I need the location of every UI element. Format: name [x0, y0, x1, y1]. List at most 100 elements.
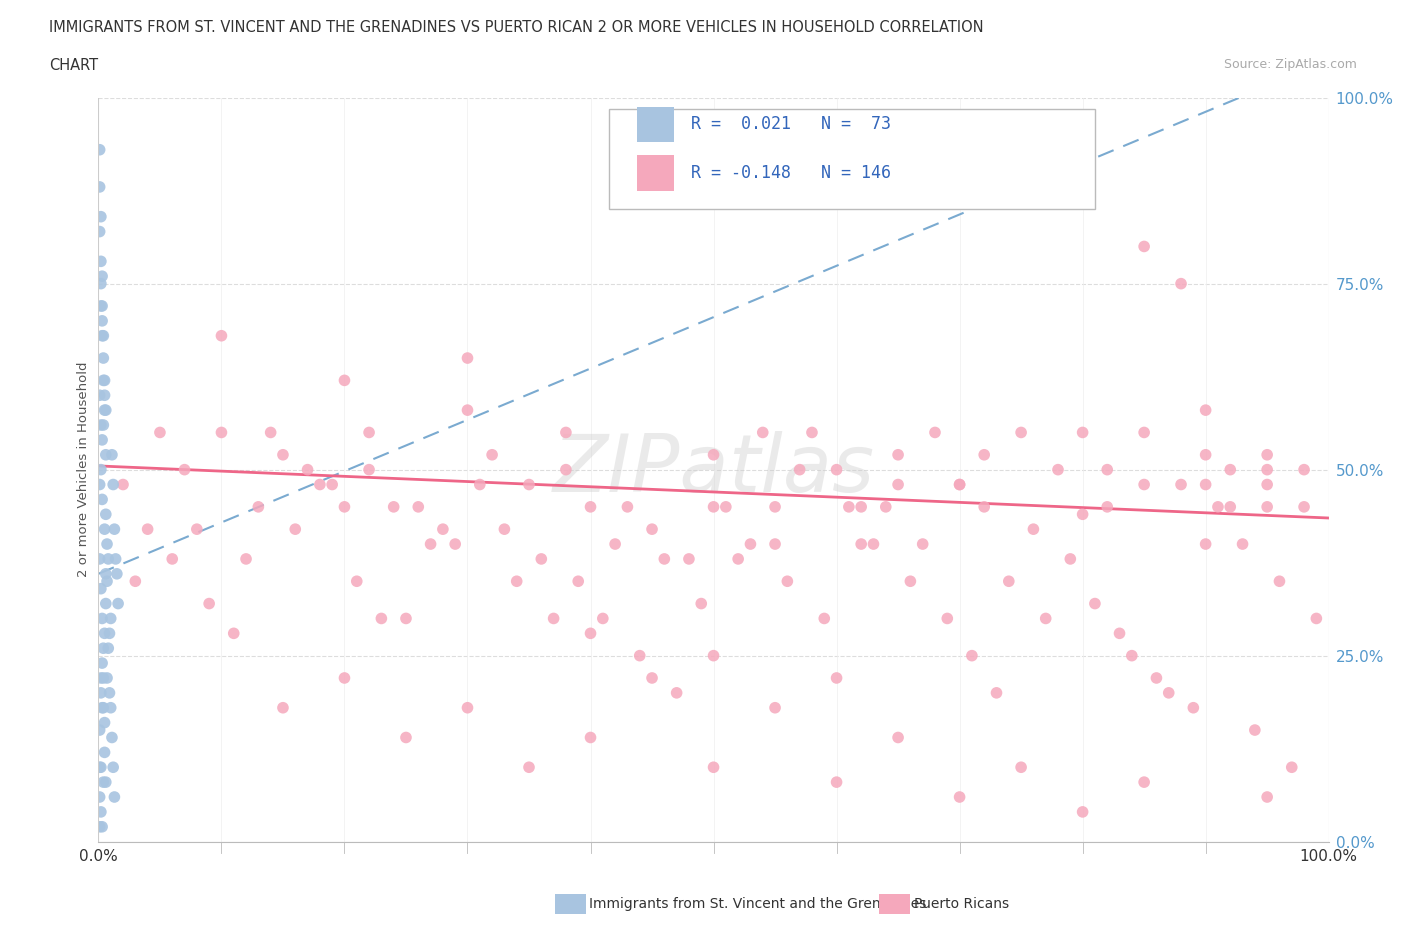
Point: [211, 328, 233, 343]
Point: [1071, 425, 1094, 440]
Point: [112, 477, 135, 492]
Point: [93, 418, 115, 432]
Point: [1097, 499, 1119, 514]
Point: [703, 760, 725, 775]
Point: [973, 499, 995, 514]
FancyBboxPatch shape: [609, 109, 1095, 209]
Point: [89, 723, 111, 737]
Point: [801, 425, 824, 440]
Point: [727, 551, 749, 566]
Point: [89, 224, 111, 239]
Point: [1071, 804, 1094, 819]
Point: [309, 477, 332, 492]
Point: [1035, 611, 1057, 626]
Point: [93, 745, 115, 760]
Point: [1256, 447, 1278, 462]
Point: [1182, 700, 1205, 715]
Point: [517, 760, 540, 775]
Point: [763, 700, 786, 715]
Point: [186, 522, 208, 537]
Point: [554, 462, 576, 477]
Point: [1305, 611, 1327, 626]
Point: [703, 499, 725, 514]
Point: [825, 462, 848, 477]
Point: [100, 611, 122, 626]
Point: [333, 671, 356, 685]
Point: [530, 551, 553, 566]
Point: [93, 641, 115, 656]
Text: Immigrants from St. Vincent and the Grenadines: Immigrants from St. Vincent and the Gren…: [589, 897, 927, 911]
Point: [543, 611, 565, 626]
Point: [1108, 626, 1130, 641]
Point: [100, 700, 122, 715]
Point: [91, 328, 114, 343]
Point: [949, 790, 972, 804]
Point: [91, 611, 114, 626]
Point: [162, 551, 183, 566]
Point: [849, 537, 872, 551]
Point: [481, 447, 503, 462]
Point: [1256, 790, 1278, 804]
Point: [1195, 447, 1218, 462]
Point: [1244, 723, 1267, 737]
Point: [93, 373, 115, 388]
Point: [714, 499, 737, 514]
Text: IMMIGRANTS FROM ST. VINCENT AND THE GRENADINES VS PUERTO RICAN 2 OR MORE VEHICLE: IMMIGRANTS FROM ST. VINCENT AND THE GREN…: [49, 20, 984, 35]
Text: Puerto Ricans: Puerto Ricans: [914, 897, 1010, 911]
Point: [579, 499, 602, 514]
Point: [94, 566, 117, 581]
Point: [382, 499, 405, 514]
Point: [1170, 276, 1192, 291]
Point: [90, 276, 112, 291]
Point: [1294, 462, 1316, 477]
Point: [89, 790, 111, 804]
Text: CHART: CHART: [49, 58, 98, 73]
Point: [1268, 574, 1291, 589]
Point: [96, 671, 118, 685]
Point: [101, 730, 124, 745]
Point: [89, 142, 111, 157]
Point: [1010, 760, 1032, 775]
Point: [900, 574, 922, 589]
Point: [1071, 507, 1094, 522]
Point: [247, 499, 270, 514]
Point: [103, 760, 125, 775]
Point: [592, 611, 614, 626]
Bar: [637, 107, 675, 142]
Point: [94, 775, 117, 790]
Point: [960, 648, 983, 663]
Point: [107, 596, 129, 611]
Point: [173, 462, 195, 477]
Point: [346, 574, 368, 589]
Point: [321, 477, 343, 492]
Point: [887, 477, 910, 492]
Point: [93, 522, 115, 537]
Point: [652, 551, 676, 566]
Point: [838, 499, 860, 514]
Point: [862, 537, 884, 551]
Point: [1144, 671, 1167, 685]
Point: [763, 499, 786, 514]
Point: [1133, 477, 1156, 492]
Point: [93, 715, 115, 730]
Point: [949, 477, 972, 492]
Point: [94, 403, 117, 418]
Point: [271, 700, 294, 715]
Point: [211, 425, 233, 440]
Point: [297, 462, 319, 477]
Point: [1195, 477, 1218, 492]
Text: R =  0.021   N =  73: R = 0.021 N = 73: [692, 115, 891, 133]
Point: [1097, 462, 1119, 477]
Text: ZIPatlas: ZIPatlas: [553, 431, 875, 509]
Point: [1195, 537, 1218, 551]
Point: [93, 700, 115, 715]
Point: [1121, 648, 1143, 663]
Point: [93, 626, 115, 641]
Point: [690, 596, 713, 611]
Point: [395, 611, 418, 626]
Point: [333, 373, 356, 388]
Point: [97, 551, 120, 566]
Point: [235, 551, 257, 566]
Point: [936, 611, 959, 626]
Point: [813, 611, 835, 626]
